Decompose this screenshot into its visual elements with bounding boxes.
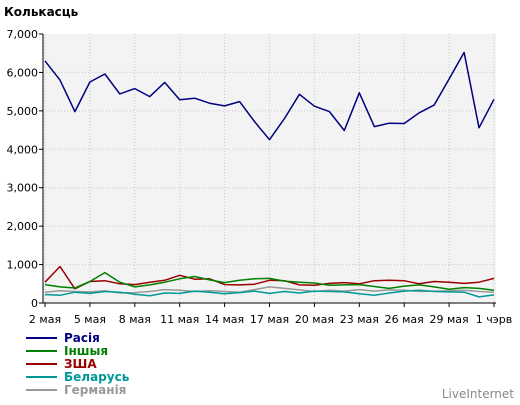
x-tick-label: 20 мая (295, 313, 334, 326)
x-tick-label: 5 мая (74, 313, 106, 326)
series-line (44, 286, 495, 294)
y-tick-label: 0 (31, 297, 38, 310)
legend-label: Расія (64, 331, 100, 345)
x-tick-label: 29 мая (430, 313, 469, 326)
y-tick-label: 2,000 (7, 220, 39, 233)
y-tick-label: 7,000 (7, 28, 39, 41)
plot-area (43, 34, 496, 303)
y-tick-label: 4,000 (7, 143, 39, 156)
x-tick-label: 11 мая (160, 313, 199, 326)
legend-label: Іншыя (64, 344, 108, 358)
series-line (44, 265, 495, 290)
x-tick-label: 17 мая (250, 313, 289, 326)
x-tick-label: 1 чэрв (476, 313, 513, 326)
series-line (44, 51, 495, 141)
x-axis-tick-labels: 2 мая 5 мая 8 мая 11 мая 14 мая 17 мая 20 мая 2… (29, 313, 512, 326)
y-tick-label: 5,000 (7, 105, 39, 118)
chart-title: Колькасць (4, 5, 79, 19)
legend-label: Германія (64, 383, 126, 397)
legend-label: Беларусь (64, 370, 130, 384)
x-tick-label: 26 мая (385, 313, 424, 326)
x-tick-label: 14 мая (205, 313, 244, 326)
x-tick-label: 23 мая (340, 313, 379, 326)
y-tick-label: 3,000 (7, 182, 39, 195)
legend-label: ЗША (64, 357, 97, 371)
series-line (44, 289, 495, 298)
gridlines (43, 34, 496, 303)
y-tick-label: 1,000 (7, 259, 39, 272)
axes (39, 33, 496, 307)
series-line (44, 271, 495, 292)
brand-label: LiveInternet (442, 387, 514, 401)
y-axis-tick-labels: 0 1,000 2,000 3,000 4,000 5,000 6,000 7,000 (7, 28, 39, 310)
y-tick-label: 6,000 (7, 66, 39, 79)
x-tick-label: 8 мая (119, 313, 151, 326)
series-lines (44, 51, 495, 298)
x-tick-label: 2 мая (29, 313, 61, 326)
